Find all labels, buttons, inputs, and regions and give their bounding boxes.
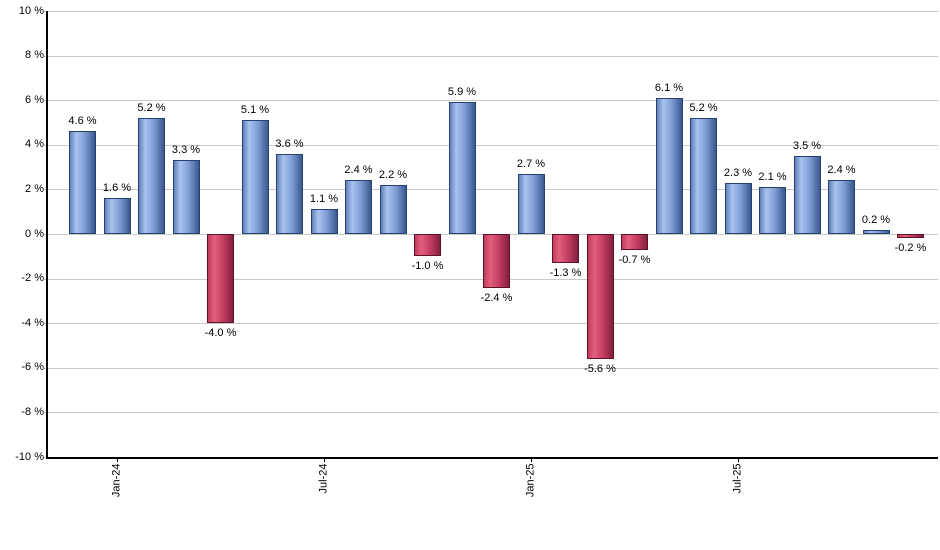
bar [345,180,372,234]
bar-value-label: 5.1 % [240,104,270,117]
y-axis-tick-label: -4 % [21,316,44,329]
bar-value-label: 5.9 % [447,86,477,99]
bar [828,180,855,234]
y-axis-tick-label: 2 % [25,182,44,195]
gridline [48,11,938,12]
bar-value-label: 2.2 % [378,168,408,181]
bar [862,229,890,234]
bar [690,118,717,234]
bar-value-label: 2.1 % [758,171,787,184]
bar-value-label: 3.6 % [275,137,304,150]
bar [621,234,648,250]
x-axis-tick-mark [738,457,739,462]
x-axis-tick-mark [324,457,325,462]
bar-value-label: 4.6 % [68,115,97,128]
bar-value-label: 5.2 % [689,102,718,115]
bar-value-label: 2.7 % [516,157,546,170]
bar [483,234,510,288]
y-axis-tick-label: -8 % [21,405,44,418]
gridline [48,100,938,102]
bar-value-label: 1.6 % [102,182,132,195]
bar-value-label: -0.7 % [618,253,651,266]
bar [207,234,234,324]
bar [552,234,579,263]
y-axis-tick-label: 0 % [25,227,44,240]
y-axis-tick-label: 6 % [25,93,44,106]
bar-value-label: 3.5 % [792,139,822,152]
plot-area: 4.6 % 1.6 % 5.2 % 3.3 % -4.0 % 5.1 % 3.6 % 1.1 … [48,11,938,458]
bar-value-label: -4.0 % [204,327,237,340]
bar [310,209,338,234]
bar-value-label: -5.6 % [584,362,616,375]
bar [793,155,821,234]
gridline [48,189,938,191]
bar [69,131,96,234]
x-axis-tick-label: Jul-24 [317,463,330,493]
bar-value-label: 5.2 % [137,102,166,115]
x-axis-tick-mark [117,457,118,462]
bar-value-label: -0.2 % [894,242,927,255]
x-axis-tick-label: Jul-25 [731,463,744,493]
bar-value-label: 6.1 % [654,81,684,94]
x-axis-tick-label: Jan-24 [110,463,123,497]
bar [379,184,407,234]
y-axis-tick-label: 8 % [25,49,44,62]
bar [586,234,614,359]
bar-value-label: 1.1 % [309,193,339,206]
x-axis [46,457,938,459]
y-axis [46,11,48,459]
bar [655,97,683,234]
bar [241,120,269,234]
bar [172,160,200,234]
bar-value-label: 2.4 % [344,164,373,177]
y-axis-tick-label: 4 % [25,138,44,151]
gridline [48,323,938,325]
bar-value-label: -2.4 % [480,291,513,304]
bar [276,153,303,234]
y-axis-tick-label: -6 % [21,361,44,374]
bar [759,187,786,234]
y-axis-tick-label: -10 % [15,450,44,463]
bar [138,118,165,234]
y-axis-tick-label: 10 % [18,4,44,17]
bar [517,173,545,234]
bar [414,234,441,257]
bar-value-label: 0.2 % [861,213,891,226]
gridline [48,367,938,369]
bar [724,182,752,234]
bar [448,102,476,234]
gridline [48,412,938,414]
bar-value-label: 2.4 % [827,164,856,177]
y-axis-tick-label: -2 % [21,272,44,285]
bar-value-label: -1.0 % [411,260,444,273]
bar [897,234,924,239]
x-axis-tick-mark [531,457,532,462]
gridline [48,144,938,146]
bar-value-label: 3.3 % [171,144,201,157]
bar [103,198,131,234]
bar-value-label: -1.3 % [549,266,582,279]
bar-value-label: 2.3 % [723,166,753,179]
x-axis-tick-label: Jan-25 [524,463,537,497]
gridline [48,55,938,57]
